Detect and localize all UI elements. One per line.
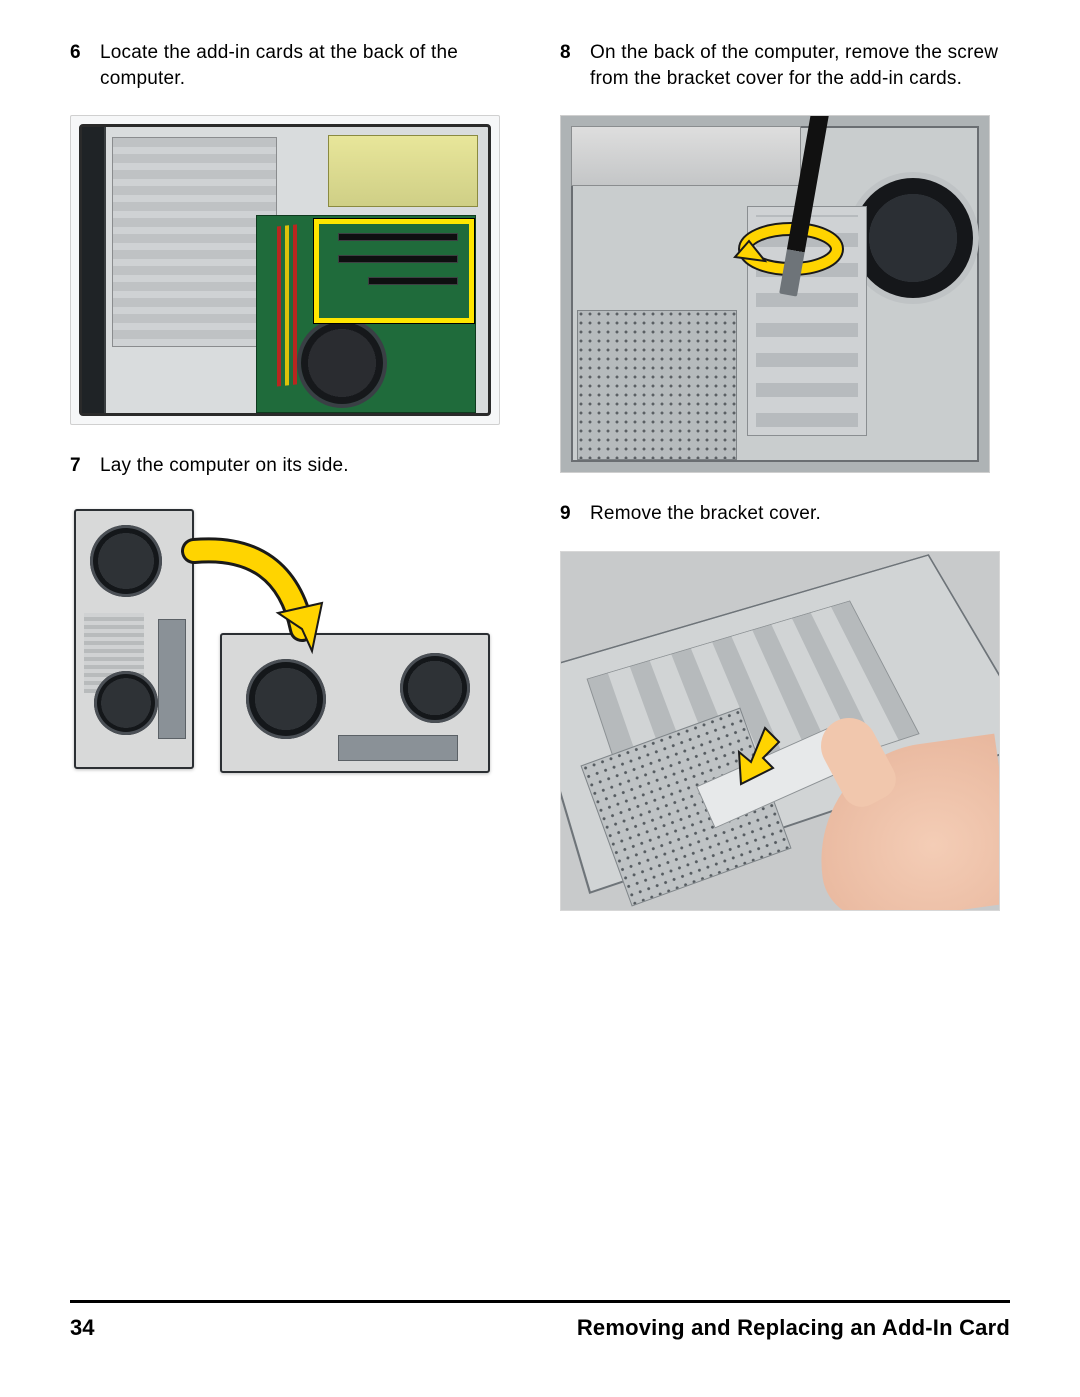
- page-body: 6 Locate the add-in cards at the back of…: [0, 0, 1080, 939]
- figure-step-9: [560, 551, 1010, 911]
- figure-step-7: [70, 503, 520, 803]
- step-text: Lay the computer on its side.: [100, 453, 349, 479]
- step-8: 8 On the back of the computer, remove th…: [560, 40, 1010, 91]
- step-number: 8: [560, 40, 578, 91]
- step-text: Locate the add-in cards at the back of t…: [100, 40, 520, 91]
- page-number: 34: [70, 1315, 94, 1341]
- open-case-illustration: [70, 115, 500, 425]
- figure-step-6: [70, 115, 520, 425]
- lay-on-side-illustration: [70, 503, 510, 803]
- step-6: 6 Locate the add-in cards at the back of…: [70, 40, 520, 91]
- remove-screw-illustration: [560, 115, 990, 473]
- page-title: Removing and Replacing an Add-In Card: [577, 1315, 1010, 1341]
- remove-bracket-illustration: [560, 551, 1000, 911]
- step-7: 7 Lay the computer on its side.: [70, 453, 520, 479]
- step-number: 9: [560, 501, 578, 527]
- step-text: On the back of the computer, remove the …: [590, 40, 1010, 91]
- addin-card-highlight: [314, 219, 474, 323]
- figure-step-8: [560, 115, 1010, 473]
- step-number: 6: [70, 40, 88, 91]
- step-number: 7: [70, 453, 88, 479]
- page-footer: 34 Removing and Replacing an Add-In Card: [70, 1300, 1010, 1341]
- hand-icon: [777, 716, 1000, 911]
- left-column: 6 Locate the add-in cards at the back of…: [70, 40, 520, 939]
- right-column: 8 On the back of the computer, remove th…: [560, 40, 1010, 939]
- step-text: Remove the bracket cover.: [590, 501, 821, 527]
- step-9: 9 Remove the bracket cover.: [560, 501, 1010, 527]
- tip-over-arrow-icon: [174, 533, 324, 683]
